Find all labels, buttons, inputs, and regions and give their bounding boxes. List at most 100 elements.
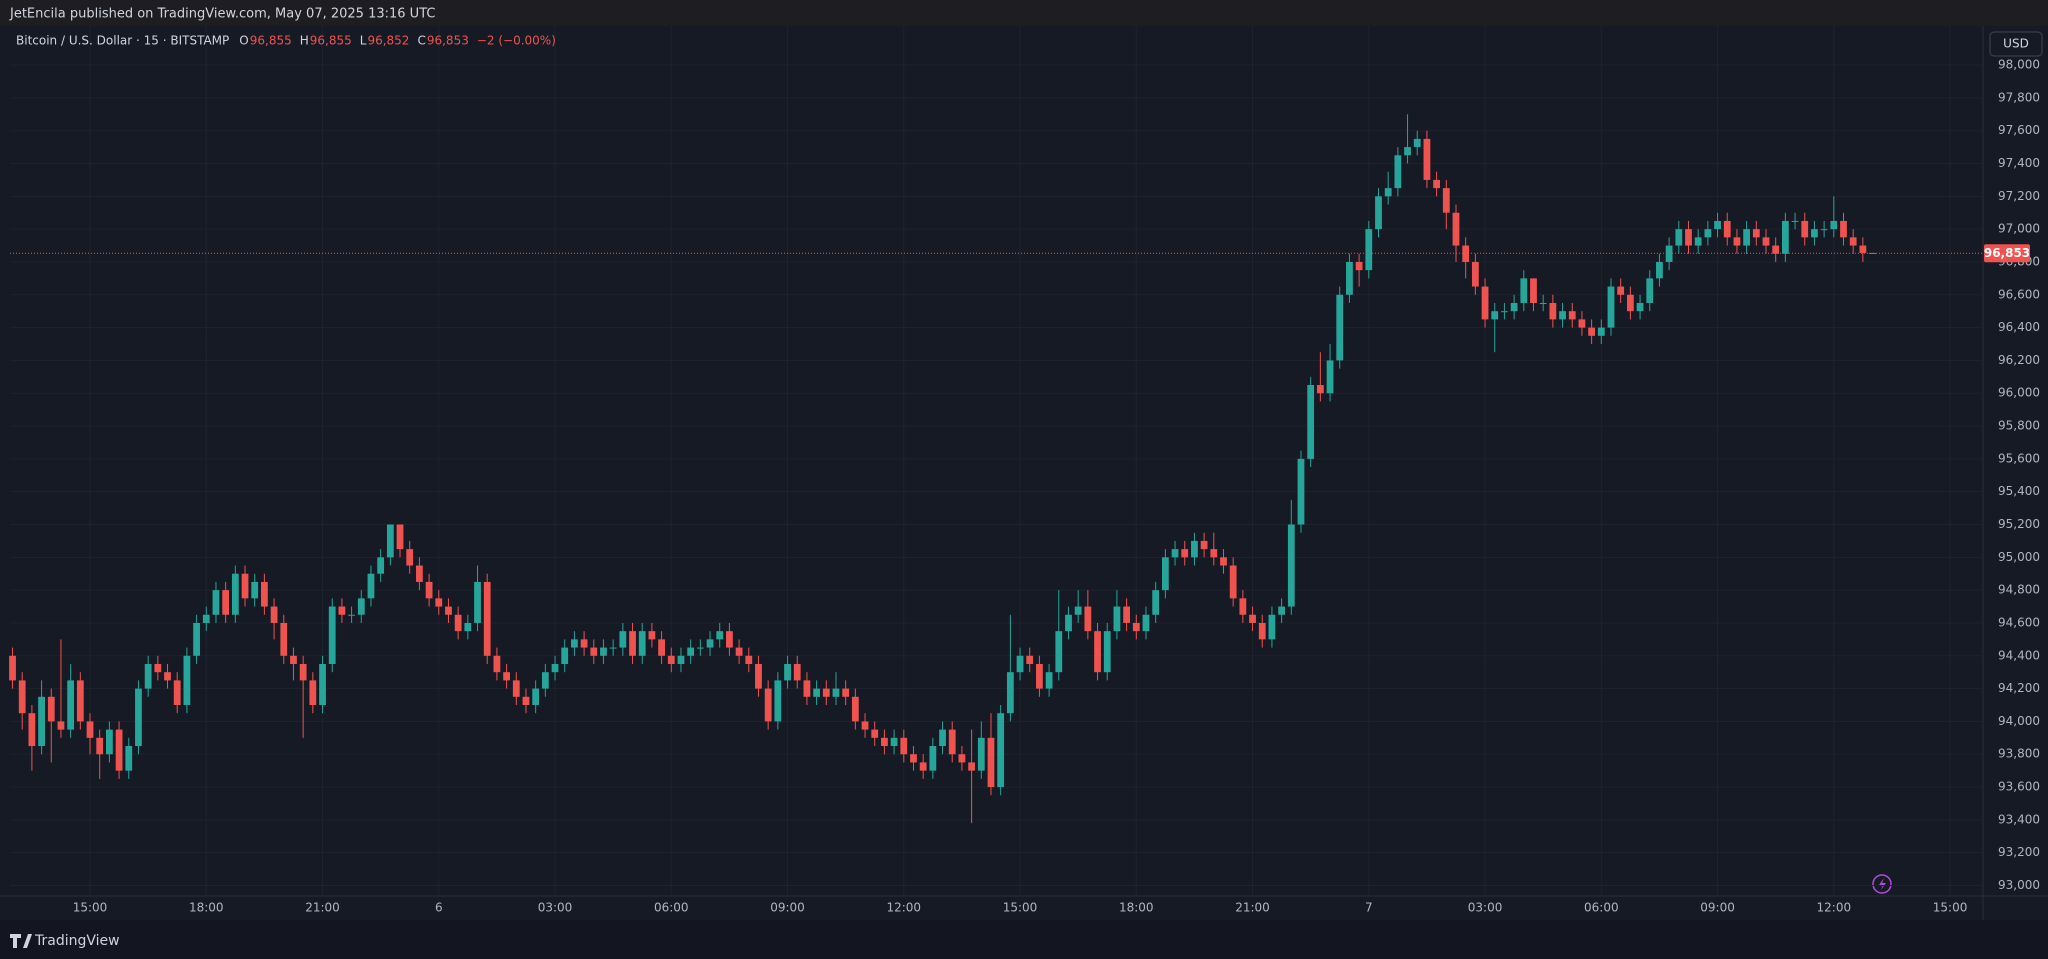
candle-body — [1336, 294, 1344, 361]
candle-body — [958, 754, 966, 763]
candle-body — [1181, 549, 1189, 558]
ohlc-value: 96,852 — [367, 34, 409, 48]
candle-body — [968, 762, 975, 771]
candle-body — [416, 565, 423, 582]
candle-body — [464, 622, 472, 632]
candle-body — [1103, 631, 1111, 673]
ohlc-value: 96,855 — [250, 34, 292, 48]
candle-body — [1326, 360, 1334, 394]
candle-body — [1297, 458, 1305, 525]
candle-body — [1258, 622, 1266, 640]
candle-body — [241, 573, 249, 599]
candle-body — [803, 680, 811, 697]
candle-body — [997, 713, 1005, 788]
candle-body — [1307, 385, 1315, 459]
candle-body — [1704, 229, 1712, 238]
candle-body — [1239, 598, 1247, 615]
y-tick-label: 95,400 — [1998, 484, 2040, 498]
currency-button[interactable] — [1989, 31, 2043, 57]
candle-body — [822, 688, 830, 697]
candle-body — [1859, 245, 1867, 253]
candle-body — [445, 606, 452, 615]
candle-body — [1433, 179, 1441, 189]
ohlc-value: 96,853 — [427, 34, 469, 48]
candle-body — [696, 647, 704, 649]
candle-body — [871, 729, 879, 738]
ohlc-key: O — [239, 34, 248, 48]
y-tick-label: 93,400 — [1998, 812, 2040, 826]
candle-body — [9, 655, 16, 681]
x-tick-label: 6 — [435, 901, 443, 915]
candle-body — [580, 639, 588, 648]
candle-body — [1471, 261, 1479, 287]
candle-body — [1811, 229, 1818, 238]
y-tick-label: 95,800 — [1998, 419, 2040, 433]
candle-body — [1752, 229, 1760, 238]
candle-body — [164, 672, 171, 681]
candle-body — [28, 713, 36, 747]
candle-body — [541, 672, 549, 689]
tv-logo — [10, 934, 32, 948]
candle-body — [396, 524, 404, 550]
candle-body — [1278, 606, 1286, 615]
candle-body — [1084, 606, 1092, 632]
alert-icon[interactable] — [1872, 874, 1892, 894]
candle-body — [1568, 311, 1576, 320]
candle-body — [948, 729, 956, 755]
candle-body — [1055, 631, 1063, 673]
candle-body — [1559, 311, 1566, 320]
y-tick-label: 96,200 — [1998, 353, 2040, 367]
candle-body — [406, 549, 414, 566]
candle-body — [1510, 302, 1518, 312]
last-price-box — [1984, 244, 2030, 263]
candle-body — [658, 639, 665, 656]
candle-body — [900, 737, 908, 755]
candle-body — [357, 598, 365, 615]
candle-body — [38, 696, 45, 747]
candle-body — [1646, 278, 1654, 303]
candle-body — [299, 663, 307, 681]
x-tick-label: 18:00 — [1119, 901, 1154, 915]
candle-body — [1820, 229, 1828, 231]
candle-body — [735, 647, 743, 656]
candle-body — [1036, 663, 1043, 689]
candle-body — [1113, 606, 1121, 632]
candle-body — [726, 631, 733, 648]
y-tick-label: 95,600 — [1998, 451, 2040, 465]
candle-body — [784, 663, 791, 681]
ohlc-key: L — [360, 34, 367, 48]
candle-body — [813, 688, 820, 697]
y-tick-label: 95,000 — [1998, 550, 2040, 564]
candle-body — [987, 737, 995, 788]
candle-body — [1723, 220, 1731, 238]
candle-body — [1685, 229, 1692, 246]
currency-label[interactable]: USD — [2003, 37, 2029, 51]
candle-body — [1132, 622, 1140, 632]
candle-body — [1375, 196, 1382, 230]
chart-area — [0, 26, 2048, 920]
x-tick-label: 7 — [1365, 901, 1373, 915]
candle-body — [135, 688, 142, 747]
candle-body — [929, 746, 937, 771]
candle-body — [231, 573, 239, 615]
candle-body — [1530, 278, 1537, 303]
candle-body — [1123, 606, 1130, 623]
candle-body — [1694, 237, 1702, 246]
candle-body — [977, 737, 985, 771]
x-tick-label: 06:00 — [1584, 901, 1619, 915]
y-tick-label: 97,800 — [1998, 90, 2040, 104]
candle-body — [1249, 614, 1256, 623]
y-tick-label: 98,000 — [1998, 58, 2040, 72]
candle-body — [290, 655, 297, 664]
candle-body — [910, 754, 917, 763]
candle-body — [1772, 245, 1780, 254]
candle-body — [1229, 565, 1237, 599]
y-tick-label: 94,000 — [1998, 714, 2040, 728]
candle-body — [532, 688, 540, 706]
candle-body — [1404, 147, 1411, 156]
candle-body — [115, 729, 123, 771]
candle-body — [222, 590, 230, 615]
x-tick-label: 09:00 — [770, 901, 805, 915]
candle-body — [367, 573, 375, 599]
